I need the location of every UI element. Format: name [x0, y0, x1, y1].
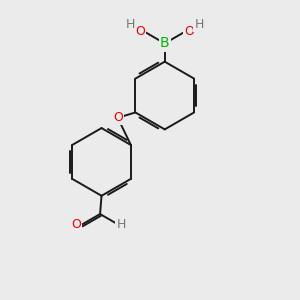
- Text: O: O: [135, 25, 145, 38]
- Text: O: O: [113, 111, 123, 124]
- Text: O: O: [71, 218, 81, 231]
- Text: O: O: [184, 25, 194, 38]
- Text: H: H: [194, 18, 204, 31]
- Text: H: H: [116, 218, 126, 231]
- Text: H: H: [126, 18, 135, 31]
- Text: B: B: [160, 36, 169, 50]
